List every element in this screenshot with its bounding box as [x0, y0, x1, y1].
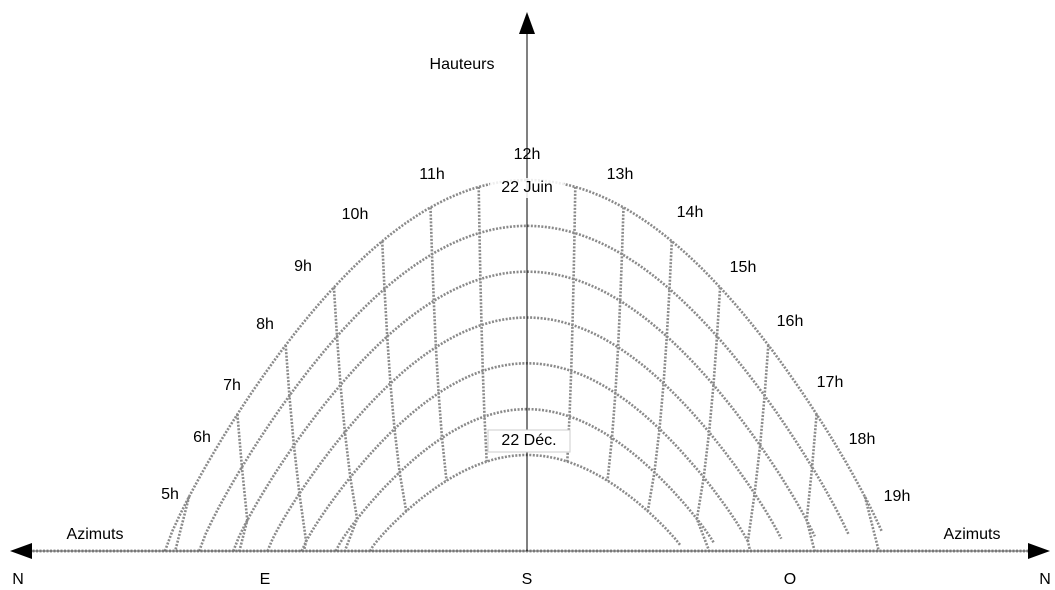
date-curve [232, 270, 816, 552]
height-axis-label: Hauteurs [430, 56, 495, 73]
hour-line [646, 241, 674, 512]
label-bg [490, 178, 564, 198]
hour-line [477, 186, 488, 462]
arrow-left [10, 543, 32, 559]
hour-line [746, 345, 770, 552]
direction-label: O [784, 571, 796, 588]
direction-label: S [522, 571, 533, 588]
date-curve [300, 361, 749, 552]
hour-label: 8h [256, 316, 274, 333]
hour-label: 5h [161, 486, 179, 503]
hour-line [429, 207, 448, 481]
label-bg [487, 429, 571, 453]
date-curve [334, 407, 716, 552]
hour-line [805, 414, 818, 552]
curve-label-june: 22 Juin [501, 179, 553, 196]
curves [163, 178, 883, 552]
arrow-up [519, 12, 535, 34]
hour-line [863, 496, 881, 552]
hour-line [284, 345, 308, 552]
hour-labels: 5h 6h 7h 8h 9h 10h 11h 12h 13h 14h 15h 16h 17h 18h 19h [161, 146, 910, 505]
arrow-right [1028, 543, 1050, 559]
hour-line [606, 207, 625, 481]
hour-line [332, 287, 359, 552]
hour-label: 15h [730, 259, 757, 276]
hour-label: 18h [849, 431, 876, 448]
date-curve [266, 316, 783, 552]
hour-line [566, 186, 577, 462]
hour-line [695, 287, 722, 552]
hour-label: 11h [419, 166, 445, 183]
hour-label: 16h [777, 313, 804, 330]
hour-line [380, 241, 408, 512]
azimuth-label-left: Azimuts [67, 526, 124, 543]
hour-label: 13h [607, 166, 634, 183]
hour-label: 6h [193, 429, 211, 446]
hour-label: 10h [342, 206, 369, 223]
direction-label: N [12, 571, 24, 588]
hour-label: 12h [514, 146, 541, 163]
hour-label: 9h [294, 258, 312, 275]
hour-label: 19h [884, 488, 911, 505]
date-curve [368, 453, 682, 552]
hour-label: 7h [223, 377, 241, 394]
curve-label-december: 22 Déc. [501, 432, 556, 449]
direction-label: E [260, 571, 271, 588]
direction-label: N [1039, 571, 1051, 588]
azimuth-label-right: Azimuts [944, 526, 1001, 543]
hour-line [173, 496, 191, 552]
hour-label: 17h [817, 374, 844, 391]
hour-label: 14h [677, 204, 704, 221]
hour-line [236, 414, 249, 552]
date-curve [163, 178, 883, 552]
